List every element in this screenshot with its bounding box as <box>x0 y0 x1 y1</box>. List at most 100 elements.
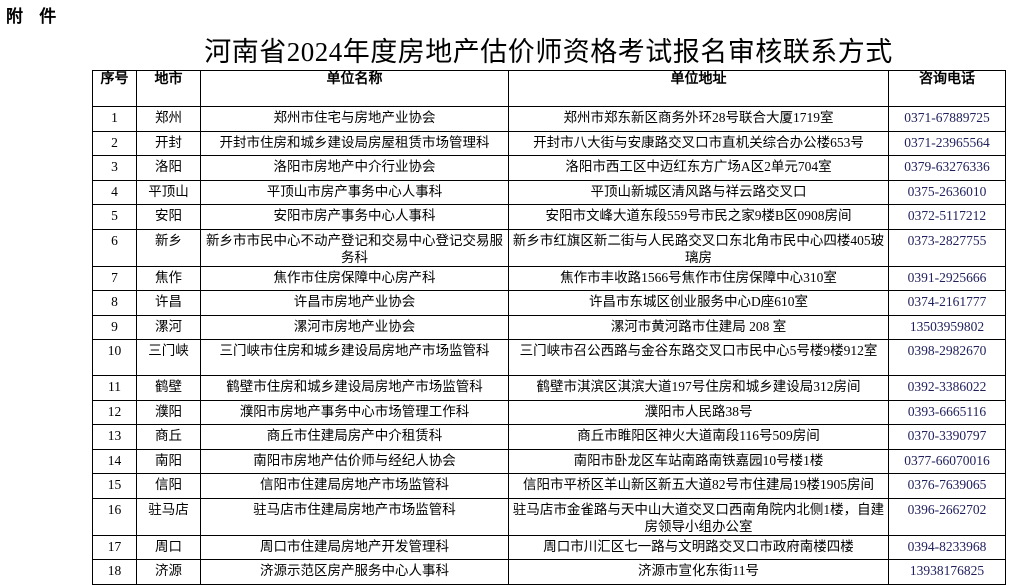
phone-cell: 0370-3390797 <box>888 424 1006 450</box>
phone-cell: 0374-2161777 <box>888 290 1006 316</box>
phone-cell: 0373-2827755 <box>888 228 1006 267</box>
phone-cell: 0372-5117212 <box>888 204 1006 230</box>
city-cell: 濮阳 <box>136 399 201 425</box>
address-cell: 安阳市文峰大道东段559号市民之家9楼B区0908房间 <box>508 204 889 230</box>
address-cell: 三门峡市召公西路与金谷东路交叉口市民中心5号楼9楼912室 <box>508 339 889 376</box>
table-header-row: 序号 地市 单位名称 单位地址 咨询电话 <box>92 70 1006 107</box>
city-cell: 三门峡 <box>136 339 201 376</box>
table-row: 18 济源 济源示范区房产服务中心人事科 济源市宣化东街11号 13938176825 <box>92 559 1006 585</box>
phone-cell: 0392-3386022 <box>888 375 1006 401</box>
table-row: 12 濮阳 濮阳市房地产事务中心市场管理工作科 濮阳市人民路38号 0393-66651… <box>92 399 1006 425</box>
table-row: 11 鹤壁 鹤壁市住房和城乡建设局房地产市场监管科 鹤壁市淇滨区淇滨大道197号住房和… <box>92 375 1006 401</box>
phone-cell: 0371-23965564 <box>888 130 1006 156</box>
city-cell: 郑州 <box>136 106 201 132</box>
city-cell: 平顶山 <box>136 179 201 205</box>
address-cell: 许昌市东城区创业服务中心D座610室 <box>508 290 889 316</box>
unit-name-cell: 郑州市住宅与房地产业协会 <box>200 106 509 132</box>
unit-name-cell: 济源示范区房产服务中心人事科 <box>200 559 509 585</box>
row-number: 3 <box>92 155 137 181</box>
address-cell: 南阳市卧龙区车站南路南铁嘉园10号楼1楼 <box>508 448 889 474</box>
address-cell: 漯河市黄河路市住建局 208 室 <box>508 314 889 340</box>
attachment-label: 附 件 <box>6 7 63 26</box>
city-cell: 信阳 <box>136 473 201 499</box>
row-number: 11 <box>92 375 137 401</box>
unit-name-cell: 信阳市住建局房地产市场监管科 <box>200 473 509 499</box>
table-row: 8 许昌 许昌市房地产业协会 许昌市东城区创业服务中心D座610室 0374-21617… <box>92 290 1006 316</box>
city-cell: 新乡 <box>136 228 201 267</box>
city-cell: 安阳 <box>136 204 201 230</box>
table-row: 16 驻马店 驻马店市住建局房地产市场监管科 驻马店市金雀路与天中山大道交叉口西南角院… <box>92 497 1006 536</box>
row-number: 8 <box>92 290 137 316</box>
city-cell: 开封 <box>136 130 201 156</box>
phone-cell: 0391-2925666 <box>888 265 1006 291</box>
phone-cell: 0393-6665116 <box>888 399 1006 425</box>
city-cell: 鹤壁 <box>136 375 201 401</box>
city-cell: 许昌 <box>136 290 201 316</box>
contact-table: 序号 地市 单位名称 单位地址 咨询电话 1 郑州 郑州市住宅与房地产业协会 郑州市郑… <box>92 70 1006 585</box>
row-number: 15 <box>92 473 137 499</box>
row-number: 13 <box>92 424 137 450</box>
row-number: 10 <box>92 339 137 376</box>
unit-name-cell: 平顶山市房产事务中心人事科 <box>200 179 509 205</box>
header-no: 序号 <box>92 70 137 107</box>
row-number: 7 <box>92 265 137 291</box>
unit-name-cell: 开封市住房和城乡建设局房屋租赁市场管理科 <box>200 130 509 156</box>
phone-cell: 0379-63276336 <box>888 155 1006 181</box>
unit-name-cell: 鹤壁市住房和城乡建设局房地产市场监管科 <box>200 375 509 401</box>
phone-cell: 0377-66070016 <box>888 448 1006 474</box>
unit-name-cell: 洛阳市房地产中介行业协会 <box>200 155 509 181</box>
unit-name-cell: 驻马店市住建局房地产市场监管科 <box>200 497 509 536</box>
address-cell: 濮阳市人民路38号 <box>508 399 889 425</box>
city-cell: 漯河 <box>136 314 201 340</box>
table-row: 1 郑州 郑州市住宅与房地产业协会 郑州市郑东新区商务外环28号联合大厦1719室 03… <box>92 106 1006 132</box>
row-number: 5 <box>92 204 137 230</box>
phone-cell: 13503959802 <box>888 314 1006 340</box>
row-number: 2 <box>92 130 137 156</box>
header-city: 地市 <box>136 70 201 107</box>
address-cell: 开封市八大街与安康路交叉口市直机关综合办公楼653号 <box>508 130 889 156</box>
unit-name-cell: 三门峡市住房和城乡建设局房地产市场监管科 <box>200 339 509 376</box>
table-row: 6 新乡 新乡市市民中心不动产登记和交易中心登记交易服务科 新乡市红旗区新二街与人民路… <box>92 228 1006 267</box>
row-number: 4 <box>92 179 137 205</box>
row-number: 9 <box>92 314 137 340</box>
address-cell: 济源市宣化东街11号 <box>508 559 889 585</box>
city-cell: 焦作 <box>136 265 201 291</box>
city-cell: 洛阳 <box>136 155 201 181</box>
phone-cell: 0396-2662702 <box>888 497 1006 536</box>
header-unit: 单位名称 <box>200 70 509 107</box>
table-row: 3 洛阳 洛阳市房地产中介行业协会 洛阳市西工区中迈红东方广场A区2单元704室 037… <box>92 155 1006 181</box>
phone-cell: 13938176825 <box>888 559 1006 585</box>
phone-cell: 0394-8233968 <box>888 534 1006 560</box>
phone-cell: 0375-2636010 <box>888 179 1006 205</box>
row-number: 1 <box>92 106 137 132</box>
unit-name-cell: 许昌市房地产业协会 <box>200 290 509 316</box>
header-address: 单位地址 <box>508 70 889 107</box>
table-row: 15 信阳 信阳市住建局房地产市场监管科 信阳市平桥区羊山新区新五大道82号市住建局1… <box>92 473 1006 499</box>
address-cell: 新乡市红旗区新二街与人民路交叉口东北角市民中心四楼405玻璃房 <box>508 228 889 267</box>
address-cell: 洛阳市西工区中迈红东方广场A区2单元704室 <box>508 155 889 181</box>
table-row: 4 平顶山 平顶山市房产事务中心人事科 平顶山新城区清风路与祥云路交叉口 0375-26… <box>92 179 1006 205</box>
city-cell: 南阳 <box>136 448 201 474</box>
table-row: 2 开封 开封市住房和城乡建设局房屋租赁市场管理科 开封市八大街与安康路交叉口市直机关… <box>92 130 1006 156</box>
row-number: 18 <box>92 559 137 585</box>
city-cell: 济源 <box>136 559 201 585</box>
table-row: 7 焦作 焦作市住房保障中心房产科 焦作市丰收路1566号焦作市住房保障中心310室 0… <box>92 265 1006 291</box>
row-number: 14 <box>92 448 137 474</box>
address-cell: 商丘市睢阳区神火大道南段116号509房间 <box>508 424 889 450</box>
page-title: 河南省2024年度房地产估价师资格考试报名审核联系方式 <box>204 37 893 67</box>
unit-name-cell: 安阳市房产事务中心人事科 <box>200 204 509 230</box>
unit-name-cell: 商丘市住建局房产中介租赁科 <box>200 424 509 450</box>
unit-name-cell: 漯河市房地产业协会 <box>200 314 509 340</box>
address-cell: 周口市川汇区七一路与文明路交叉口市政府南楼四楼 <box>508 534 889 560</box>
row-number: 12 <box>92 399 137 425</box>
address-cell: 郑州市郑东新区商务外环28号联合大厦1719室 <box>508 106 889 132</box>
unit-name-cell: 南阳市房地产估价师与经纪人协会 <box>200 448 509 474</box>
phone-cell: 0371-67889725 <box>888 106 1006 132</box>
header-phone: 咨询电话 <box>888 70 1006 107</box>
table-row: 5 安阳 安阳市房产事务中心人事科 安阳市文峰大道东段559号市民之家9楼B区0908… <box>92 204 1006 230</box>
table-row: 17 周口 周口市住建局房地产开发管理科 周口市川汇区七一路与文明路交叉口市政府南楼四… <box>92 534 1006 560</box>
table-row: 14 南阳 南阳市房地产估价师与经纪人协会 南阳市卧龙区车站南路南铁嘉园10号楼1楼 0… <box>92 448 1006 474</box>
address-cell: 焦作市丰收路1566号焦作市住房保障中心310室 <box>508 265 889 291</box>
unit-name-cell: 新乡市市民中心不动产登记和交易中心登记交易服务科 <box>200 228 509 267</box>
unit-name-cell: 周口市住建局房地产开发管理科 <box>200 534 509 560</box>
